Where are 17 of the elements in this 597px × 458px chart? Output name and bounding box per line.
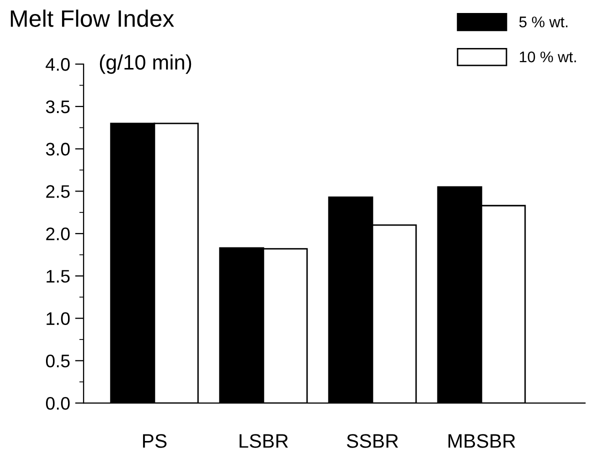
x-tick-label: PS [143, 434, 167, 448]
y-tick-label: 4.0 [46, 58, 70, 71]
legend-label: 10 % wt. [520, 52, 576, 62]
y-tick-label: 3.0 [46, 142, 70, 156]
y-tick-label: 1.0 [46, 312, 70, 326]
y-tick-label: 3.5 [46, 100, 70, 114]
x-tick-label: SSBR [346, 434, 398, 448]
chart-title: Melt Flow Index [10, 10, 174, 27]
y-tick-label: 2.0 [46, 228, 70, 240]
y-tick-label: 2.5 [46, 185, 70, 198]
y-tick-label: 0.0 [46, 396, 70, 410]
y-tick-label: 0.5 [46, 354, 70, 368]
x-tick-label: MBSBR [448, 434, 516, 448]
legend-label: 5 % wt. [519, 16, 568, 28]
x-tick-label: LSBR [240, 434, 288, 448]
y-tick-label: 1.5 [46, 270, 70, 283]
y-axis-title: (g/10 min) [100, 54, 192, 74]
